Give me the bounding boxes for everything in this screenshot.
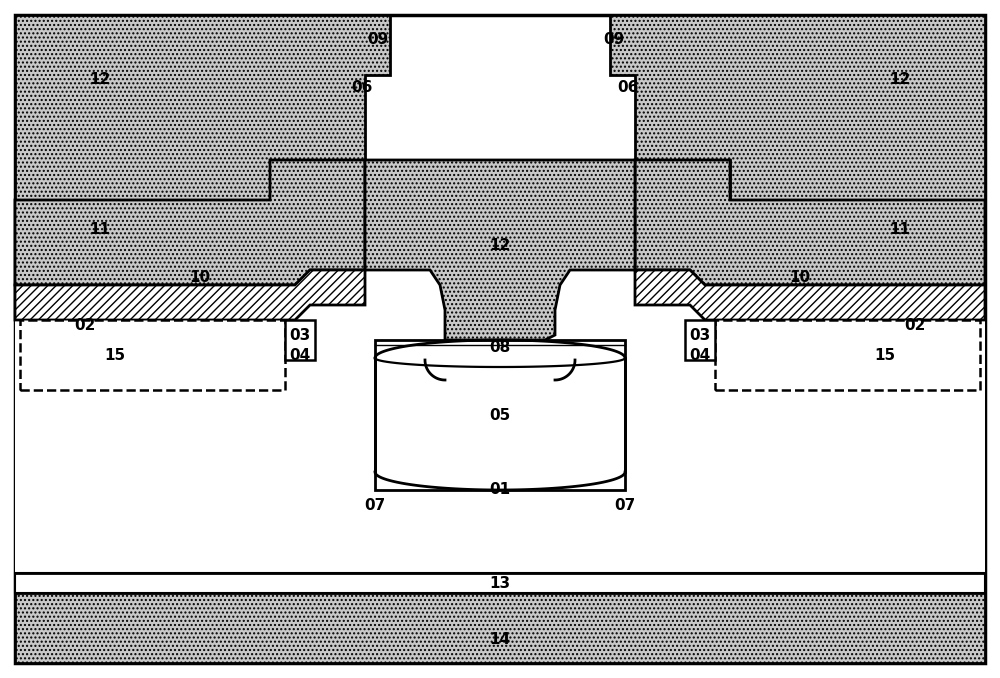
Polygon shape xyxy=(15,160,365,285)
Text: 11: 11 xyxy=(90,222,110,237)
Bar xyxy=(685,320,715,360)
Text: 01: 01 xyxy=(489,483,511,498)
Text: 12: 12 xyxy=(89,73,111,87)
Text: 13: 13 xyxy=(489,576,511,591)
Text: 10: 10 xyxy=(189,271,211,285)
Bar xyxy=(15,160,985,573)
Text: 15: 15 xyxy=(104,348,126,363)
Bar xyxy=(15,593,985,663)
Text: 11: 11 xyxy=(890,222,910,237)
Bar xyxy=(375,340,625,490)
Text: 07: 07 xyxy=(364,498,386,513)
Polygon shape xyxy=(365,160,635,340)
Text: 03: 03 xyxy=(289,327,311,342)
Bar xyxy=(715,320,980,390)
Text: 15: 15 xyxy=(874,348,896,363)
Bar xyxy=(285,320,315,360)
Text: 10: 10 xyxy=(789,271,811,285)
Bar xyxy=(20,320,285,390)
Polygon shape xyxy=(15,15,390,200)
Text: 05: 05 xyxy=(489,407,511,422)
Text: 04: 04 xyxy=(289,348,311,363)
Text: 04: 04 xyxy=(689,348,711,363)
Text: 08: 08 xyxy=(489,340,511,355)
Text: 14: 14 xyxy=(489,633,511,647)
Polygon shape xyxy=(15,270,365,320)
Bar xyxy=(15,573,985,593)
Polygon shape xyxy=(635,270,985,320)
Polygon shape xyxy=(610,15,985,200)
Text: 12: 12 xyxy=(489,237,511,252)
Polygon shape xyxy=(635,160,985,285)
Text: 06: 06 xyxy=(351,81,373,96)
Text: 12: 12 xyxy=(889,73,911,87)
Text: 06: 06 xyxy=(617,81,639,96)
Text: 02: 02 xyxy=(904,317,926,332)
Text: 07: 07 xyxy=(614,498,636,513)
Text: 02: 02 xyxy=(74,317,96,332)
Text: 09: 09 xyxy=(367,33,389,47)
Text: 09: 09 xyxy=(603,33,625,47)
Text: 03: 03 xyxy=(689,327,711,342)
